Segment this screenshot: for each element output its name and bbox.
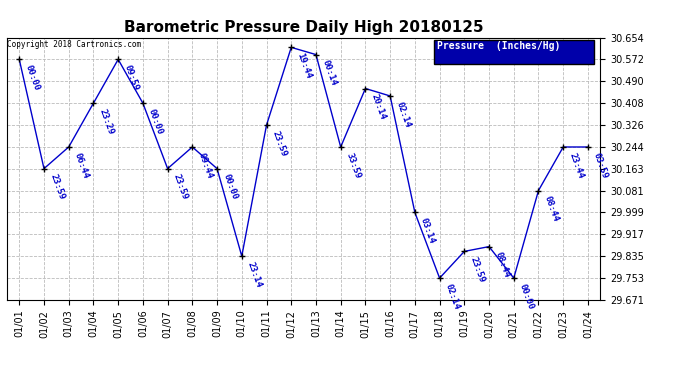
- Text: 23:59: 23:59: [48, 173, 66, 201]
- Text: 02:14: 02:14: [444, 282, 462, 310]
- Text: 09:59: 09:59: [122, 64, 140, 92]
- Text: 00:14: 00:14: [320, 59, 338, 87]
- Text: 00:00: 00:00: [147, 107, 165, 136]
- Text: 02:14: 02:14: [394, 100, 412, 129]
- Text: 03:14: 03:14: [419, 217, 437, 245]
- Text: 06:44: 06:44: [73, 151, 90, 180]
- Text: 00:00: 00:00: [221, 173, 239, 201]
- Text: 19:44: 19:44: [295, 51, 313, 80]
- Text: 20:14: 20:14: [370, 93, 387, 121]
- Text: 00:00: 00:00: [23, 64, 41, 92]
- FancyBboxPatch shape: [434, 40, 594, 64]
- Text: 00:00: 00:00: [518, 282, 535, 310]
- Text: 23:59: 23:59: [469, 256, 486, 284]
- Text: 03:59: 03:59: [592, 151, 610, 180]
- Text: 23:14: 23:14: [246, 260, 264, 289]
- Text: Pressure  (Inches/Hg): Pressure (Inches/Hg): [437, 42, 560, 51]
- Text: 09:44: 09:44: [197, 151, 214, 180]
- Text: 23:29: 23:29: [97, 107, 115, 136]
- Text: Copyright 2018 Cartronics.com: Copyright 2018 Cartronics.com: [8, 40, 141, 49]
- Text: 08:44: 08:44: [493, 251, 511, 279]
- Text: 33:59: 33:59: [345, 151, 362, 180]
- Text: 23:59: 23:59: [270, 129, 288, 158]
- Text: 08:44: 08:44: [542, 195, 560, 223]
- Text: 23:59: 23:59: [172, 173, 190, 201]
- Title: Barometric Pressure Daily High 20180125: Barometric Pressure Daily High 20180125: [124, 20, 484, 35]
- Text: 23:44: 23:44: [567, 151, 585, 180]
